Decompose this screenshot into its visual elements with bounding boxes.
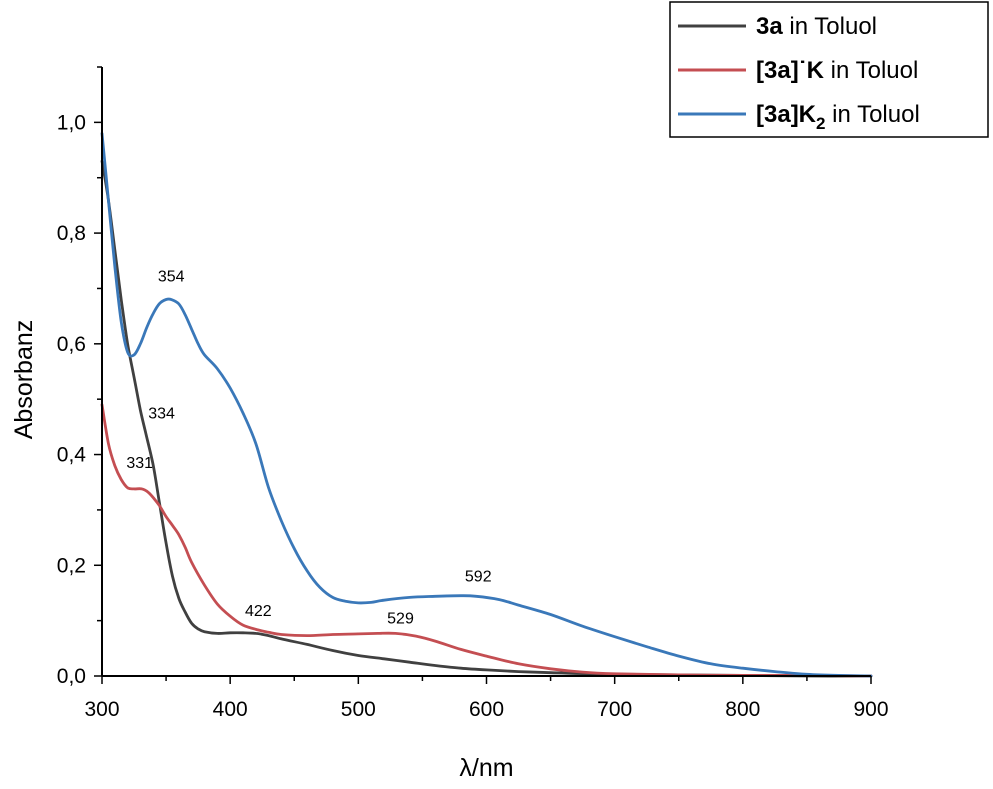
y-axis-title: Absorbanz (10, 320, 38, 440)
y-tick-label: 0,0 (57, 665, 86, 688)
y-axis-ticks: 0,0 0,2 0,4 0,6 0,8 1,0 (57, 66, 102, 688)
x-tick-label: 700 (597, 698, 632, 721)
peak-label: 422 (245, 603, 272, 620)
x-tick-label: 400 (213, 698, 248, 721)
legend-entry-bold: 3a (756, 13, 783, 40)
series-line-3 (100, 132, 873, 678)
peak-annotations: 354 334 331 422 529 592 (126, 269, 491, 628)
legend-entry-subscript: 2 (816, 114, 825, 133)
legend: 3a in Toluol[3a]˙K in Toluol[3a]K2 in To… (669, 1, 989, 138)
legend-entry-label: 3a in Toluol (756, 13, 877, 40)
y-tick-label: 1,0 (57, 111, 86, 134)
x-axis-title: λ/nm (459, 754, 513, 782)
series-line-1 (100, 159, 873, 678)
legend-entry-bold: [3a]˙K (756, 57, 825, 84)
series-line-2 (100, 403, 873, 678)
legend-entry-rest: in Toluol (824, 57, 918, 84)
legend-entry-rest: in Toluol (783, 13, 877, 40)
legend-entry-bold: [3a]K (756, 101, 817, 128)
x-tick-label: 500 (341, 698, 376, 721)
y-tick-label: 0,2 (57, 554, 86, 577)
x-axis-ticks: 300 400 500 600 700 800 900 (84, 676, 889, 721)
y-tick-label: 0,4 (57, 444, 87, 467)
legend-entry-label: [3a]K2 in Toluol (756, 101, 920, 133)
series-lines (100, 132, 873, 678)
legend-entry-label: [3a]˙K in Toluol (756, 57, 918, 84)
legend-entry-rest: in Toluol (825, 101, 919, 128)
peak-label: 331 (126, 455, 153, 472)
peak-label: 334 (148, 405, 175, 422)
peak-label: 354 (158, 269, 185, 286)
x-tick-label: 800 (725, 698, 760, 721)
x-tick-label: 300 (84, 698, 119, 721)
y-tick-label: 0,6 (57, 333, 86, 356)
legend-items: 3a in Toluol[3a]˙K in Toluol[3a]K2 in To… (678, 13, 920, 133)
y-tick-label: 0,8 (57, 222, 86, 245)
x-tick-label: 600 (469, 698, 504, 721)
peak-label: 592 (465, 569, 492, 586)
x-tick-label: 900 (853, 698, 888, 721)
peak-label: 529 (387, 610, 414, 627)
